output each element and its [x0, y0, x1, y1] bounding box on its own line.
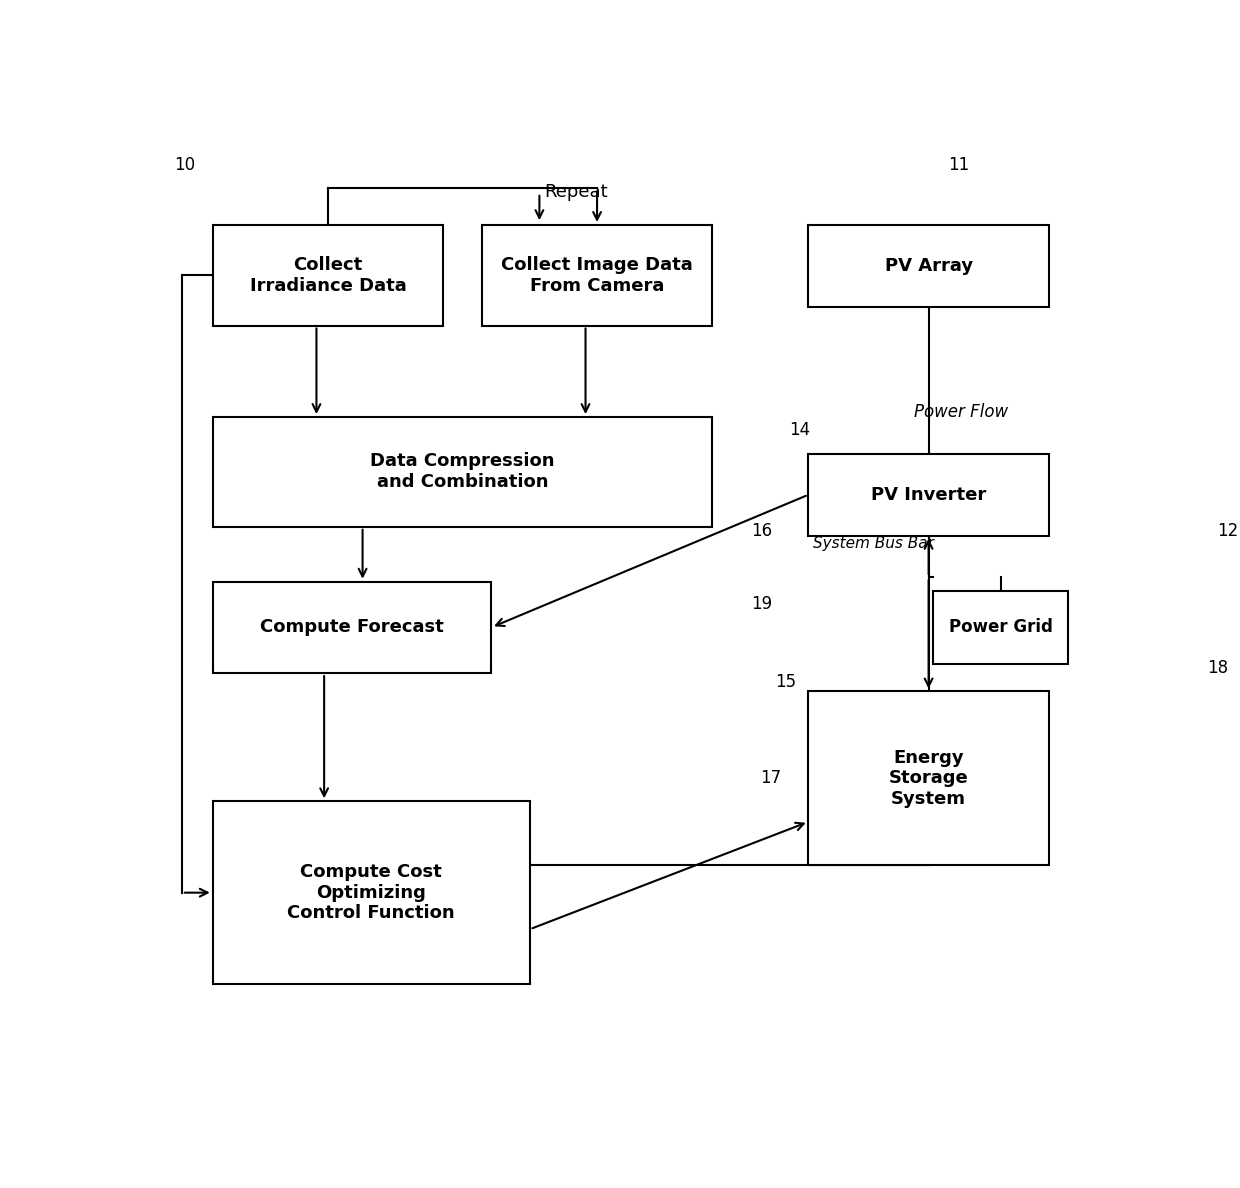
Text: 18: 18: [1208, 659, 1229, 677]
FancyBboxPatch shape: [213, 582, 491, 674]
FancyBboxPatch shape: [213, 801, 529, 984]
Text: Power Grid: Power Grid: [949, 619, 1053, 637]
Text: Compute Forecast: Compute Forecast: [260, 619, 444, 637]
FancyBboxPatch shape: [808, 454, 1049, 536]
Text: Repeat: Repeat: [544, 183, 608, 202]
Text: 10: 10: [174, 156, 196, 173]
Text: 16: 16: [751, 522, 773, 539]
Text: 15: 15: [775, 672, 796, 691]
Text: Power Flow: Power Flow: [914, 403, 1008, 421]
Text: System Bus Bar: System Bus Bar: [813, 536, 934, 551]
Text: Energy
Storage
System: Energy Storage System: [889, 748, 968, 808]
FancyBboxPatch shape: [934, 590, 1068, 664]
Text: 14: 14: [789, 422, 811, 440]
Text: Collect
Irradiance Data: Collect Irradiance Data: [249, 255, 407, 295]
FancyBboxPatch shape: [213, 225, 444, 326]
Text: 11: 11: [947, 156, 970, 173]
Text: Collect Image Data
From Camera: Collect Image Data From Camera: [501, 255, 693, 295]
FancyBboxPatch shape: [808, 691, 1049, 865]
FancyBboxPatch shape: [808, 225, 1049, 308]
Text: Compute Cost
Optimizing
Control Function: Compute Cost Optimizing Control Function: [288, 862, 455, 922]
FancyBboxPatch shape: [481, 225, 713, 326]
Text: Data Compression
and Combination: Data Compression and Combination: [371, 453, 554, 492]
Text: PV Array: PV Array: [884, 257, 972, 276]
Text: 17: 17: [760, 769, 781, 786]
Text: 19: 19: [751, 595, 773, 613]
FancyBboxPatch shape: [213, 417, 713, 526]
Text: 12: 12: [1216, 522, 1239, 539]
Text: PV Inverter: PV Inverter: [870, 486, 986, 504]
